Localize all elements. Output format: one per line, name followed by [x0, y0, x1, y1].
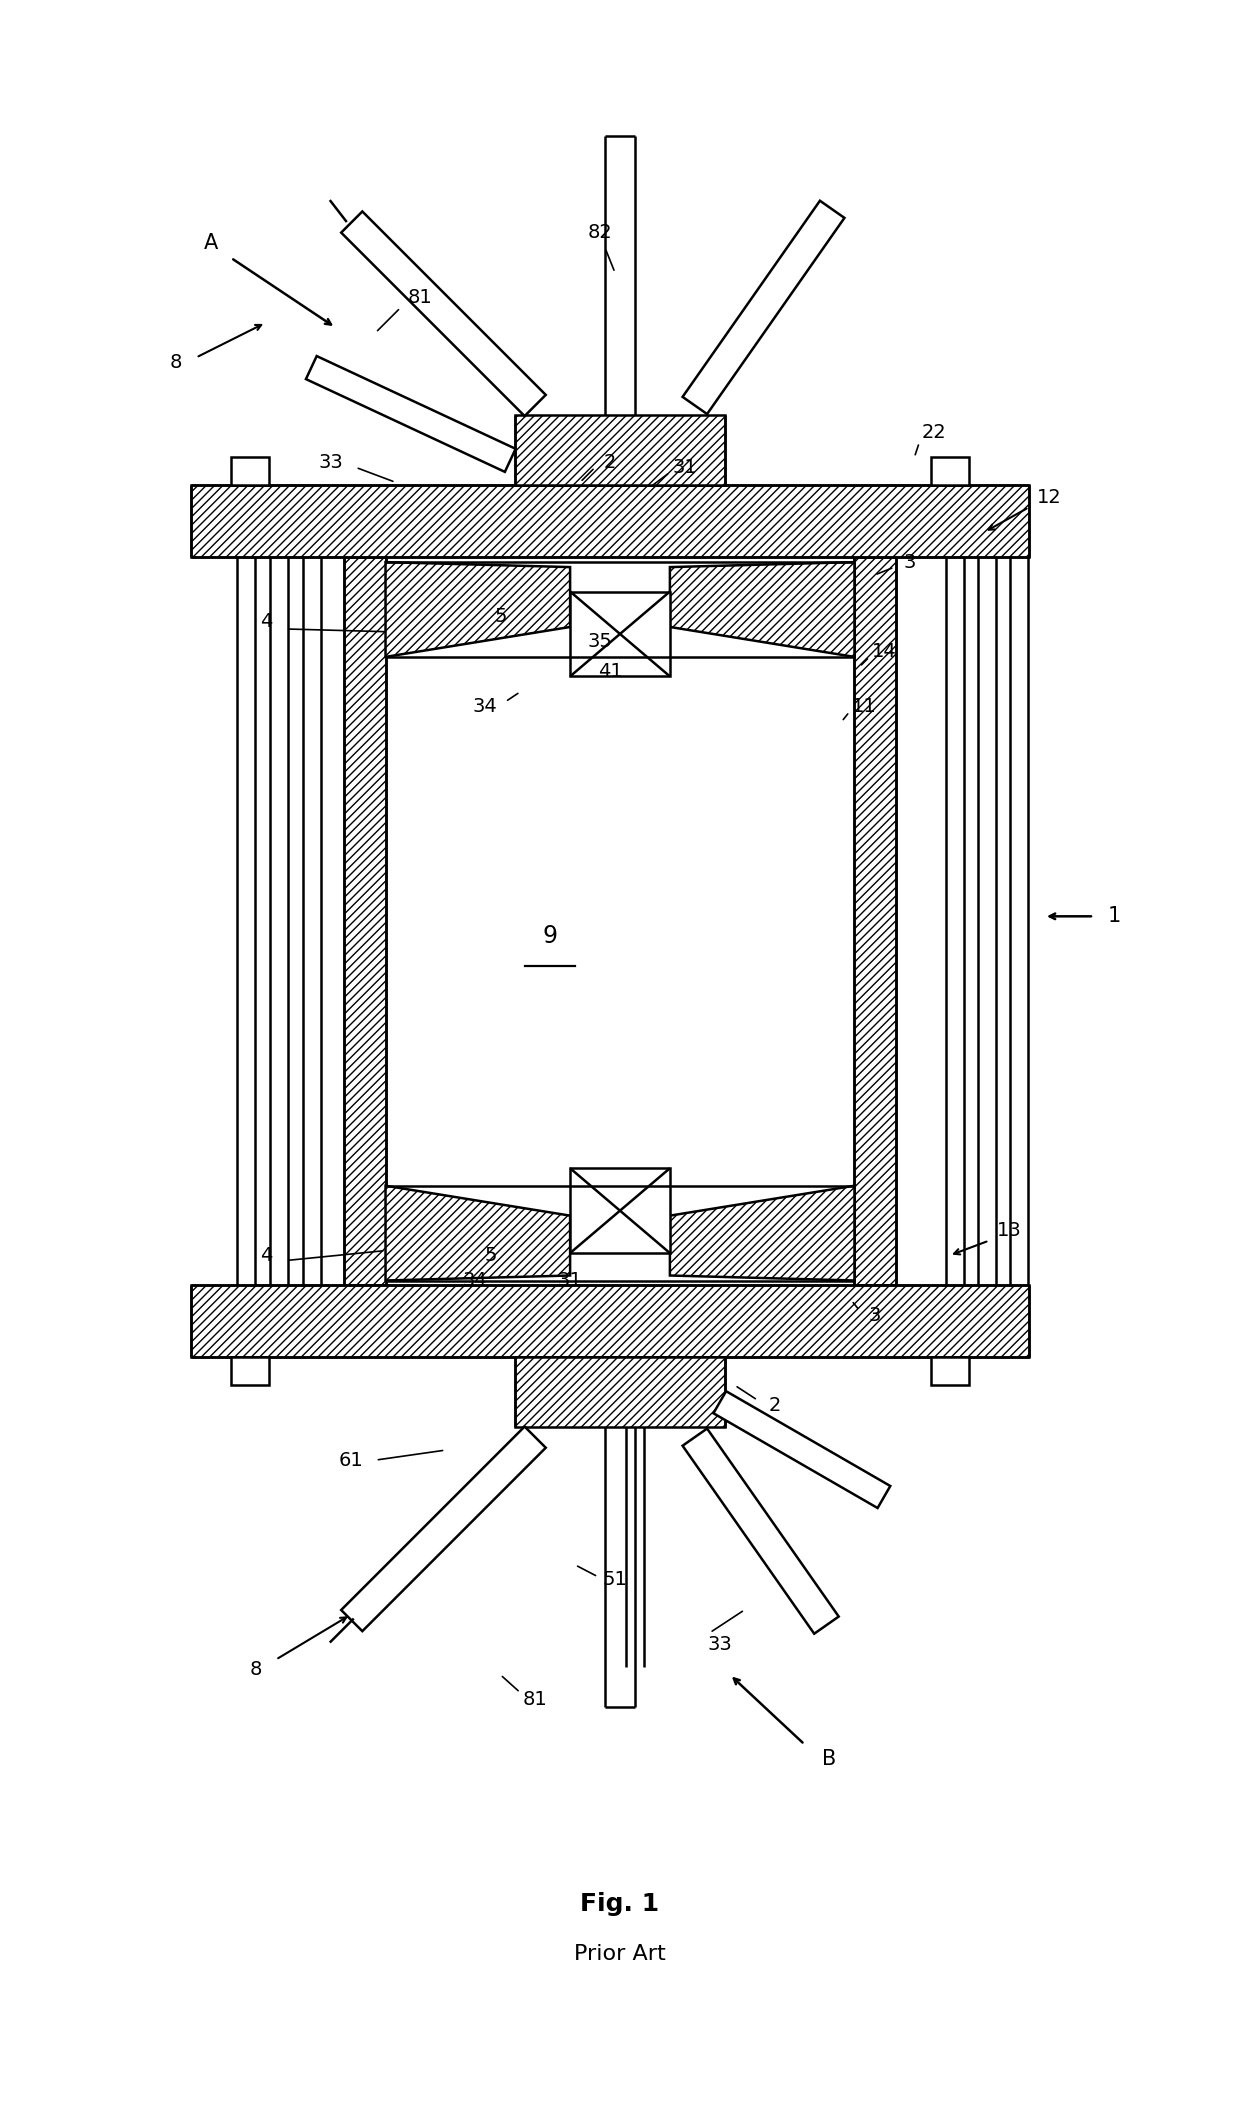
Text: 34: 34: [472, 698, 497, 717]
Polygon shape: [386, 1185, 570, 1280]
Text: 2: 2: [604, 453, 616, 472]
Bar: [570, 1168, 670, 1253]
Polygon shape: [682, 201, 844, 415]
Bar: [231, 457, 269, 485]
Bar: [516, 415, 724, 485]
Bar: [343, 557, 386, 1287]
Bar: [854, 557, 897, 1287]
Bar: [931, 1356, 970, 1386]
Bar: [516, 1356, 724, 1426]
Bar: [191, 485, 1029, 557]
Text: 3: 3: [903, 552, 915, 571]
Text: 11: 11: [852, 698, 877, 717]
Text: 81: 81: [408, 288, 433, 307]
Text: 34: 34: [463, 1272, 487, 1291]
Bar: [231, 1356, 269, 1386]
Text: 3: 3: [868, 1306, 880, 1325]
Polygon shape: [306, 355, 516, 472]
Text: Prior Art: Prior Art: [574, 1945, 666, 1964]
Text: 4: 4: [259, 612, 272, 631]
Polygon shape: [670, 1185, 854, 1280]
Text: 22: 22: [921, 423, 946, 442]
Polygon shape: [386, 563, 570, 656]
Text: 31: 31: [558, 1272, 583, 1291]
Text: A: A: [203, 233, 218, 252]
Text: 41: 41: [598, 662, 622, 681]
Text: 4: 4: [259, 1246, 272, 1265]
Bar: [570, 592, 670, 677]
Text: 5: 5: [484, 1246, 496, 1265]
Text: 31: 31: [672, 457, 697, 476]
Polygon shape: [670, 563, 854, 656]
Text: 81: 81: [523, 1691, 548, 1710]
Text: 8: 8: [249, 1661, 262, 1680]
Polygon shape: [341, 212, 546, 417]
Text: 33: 33: [707, 1636, 732, 1655]
Text: 14: 14: [872, 643, 897, 662]
Bar: [191, 1287, 1029, 1356]
Text: 2: 2: [769, 1397, 781, 1416]
Text: 82: 82: [588, 224, 613, 243]
Text: 5: 5: [494, 607, 506, 626]
Text: 51: 51: [603, 1570, 627, 1589]
Polygon shape: [341, 1426, 546, 1631]
Text: Fig. 1: Fig. 1: [580, 1892, 660, 1917]
Bar: [931, 457, 970, 485]
Text: B: B: [822, 1750, 837, 1769]
Text: 9: 9: [543, 925, 558, 948]
Text: 33: 33: [319, 453, 343, 472]
Text: 13: 13: [997, 1221, 1022, 1240]
Polygon shape: [713, 1390, 890, 1509]
Polygon shape: [682, 1428, 838, 1634]
Text: 8: 8: [170, 353, 182, 372]
Text: 61: 61: [339, 1452, 363, 1471]
Text: 1: 1: [1107, 906, 1121, 927]
Text: 35: 35: [588, 633, 613, 652]
Text: 12: 12: [1037, 489, 1061, 506]
